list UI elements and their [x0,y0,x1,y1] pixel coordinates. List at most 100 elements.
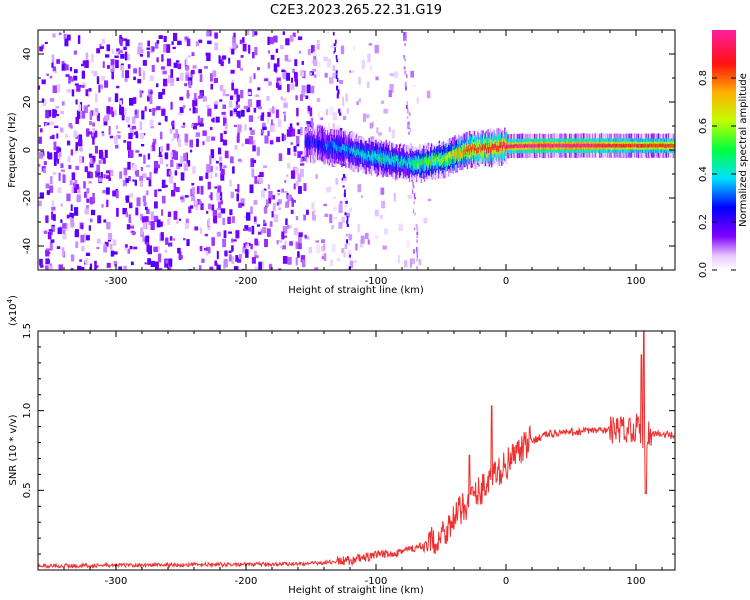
noise-cell [142,223,147,230]
noise-cell [254,176,258,184]
noise-cell [206,104,211,109]
noise-cell [262,261,265,269]
noise-cell [173,182,176,191]
noise-cell [214,172,218,177]
ridge-cell [487,144,489,158]
noise-cell [79,147,83,151]
ridge-cell [611,144,614,148]
ridge-cell [417,162,419,169]
snr-multiplier-close: ) [8,295,19,299]
ridge-cell [307,137,309,143]
colorbar-label: Normalized spectral amplitude [738,73,749,227]
noise-cell [267,111,271,117]
ridge-cell [565,143,568,148]
ridge-cell [521,144,523,148]
noise-cell [254,255,259,259]
ridge-cell [529,144,531,148]
noise-cell [350,260,354,269]
noise-cell [103,174,106,179]
noise-cell [153,246,158,252]
noise-cell [160,146,164,152]
streak-cell [412,185,415,189]
noise-cell [324,72,328,78]
noise-cell [178,112,183,116]
noise-cell [191,52,195,56]
noise-cell [282,256,288,264]
noise-cell [156,106,161,111]
noise-cell [266,228,271,237]
noise-cell [168,268,171,270]
ridge-cell [471,146,473,153]
noise-cell [316,98,321,102]
noise-cell [264,135,269,144]
ridge-cell [450,152,452,159]
ridge-cell [480,145,482,152]
svg-text:(x104): (x104) [6,295,19,326]
ridge-cell [469,145,472,159]
noise-cell [272,106,275,114]
ridge-cell [596,144,598,148]
noise-cell [176,60,180,63]
noise-cell [213,158,216,161]
noise-cell [125,244,128,248]
noise-cell [118,49,123,54]
noise-cell [407,194,412,199]
noise-cell [75,142,78,151]
noise-cell [278,80,282,86]
snr-frame [37,330,676,571]
noise-cell [352,166,356,172]
ridge-cell [449,152,451,166]
ridge-cell [312,137,314,144]
ridge-cell [604,144,606,148]
noise-cell [124,107,127,115]
noise-cell [65,133,68,138]
ridge-cell [592,143,594,148]
noise-cell [298,186,302,194]
noise-cell [275,109,279,119]
streak-cell [337,89,340,95]
noise-cell [142,236,146,242]
noise-cell [147,245,152,255]
noise-cell [147,258,151,265]
x-tick-label: -200 [235,576,258,587]
noise-cell [168,175,174,184]
ridge-cell [452,149,455,156]
ridge-cell [525,143,527,148]
noise-cell [179,96,184,101]
noise-cell [251,257,256,264]
ridge-cell [538,144,540,148]
noise-cell [92,128,95,133]
noise-cell [161,209,164,216]
noise-cell [61,247,65,257]
noise-cell [91,53,94,63]
noise-cell [39,192,44,199]
streak-cell [414,197,417,200]
noise-cell [83,233,86,243]
noise-cell [317,39,321,46]
noise-cell [200,117,204,126]
noise-cell [167,75,171,84]
ridge-cell [400,158,402,165]
noise-cell [194,93,197,101]
noise-cell [329,77,334,84]
noise-cell [256,94,259,97]
snr-multiplier-base: (x10 [8,303,19,326]
noise-cell [310,86,315,94]
ridge-cell [326,143,328,150]
ridge-cell [381,149,384,163]
noise-cell [119,38,123,46]
ridge-cell [344,145,346,152]
noise-cell [133,68,137,74]
noise-cell [310,45,315,54]
streak-cell [404,81,407,87]
ridge-cell [348,145,350,160]
noise-cell [43,161,47,166]
noise-cell [196,186,200,194]
ridge-cell [650,144,653,148]
noise-cell [235,230,240,239]
noise-cell [278,268,282,270]
ridge-cell [434,155,436,162]
noise-cell [149,108,152,112]
ridge-cell [447,155,449,161]
noise-cell [108,177,111,181]
